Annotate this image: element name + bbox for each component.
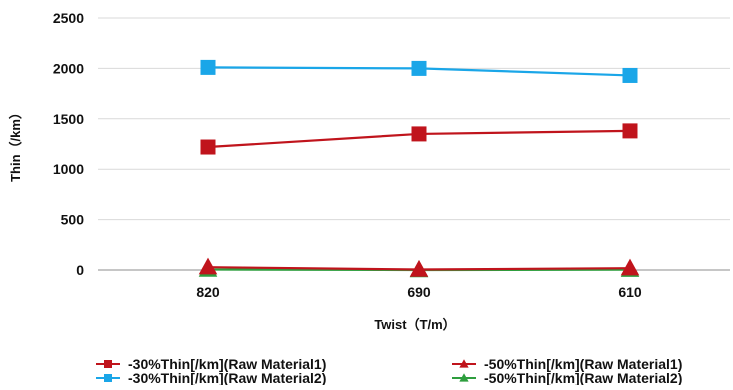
series-2	[198, 257, 640, 277]
legend-swatch-marker	[104, 360, 112, 368]
axes: 0 500 1000 1500 2000 2500 820 690 610	[53, 10, 642, 300]
legend-item: -30%Thin[/km](Raw Material2)	[96, 370, 326, 386]
legend-label: -30%Thin[/km](Raw Material2)	[128, 370, 326, 385]
x-tick-label: 820	[196, 284, 220, 300]
data-point	[198, 257, 218, 275]
legend-swatch-marker	[459, 359, 469, 368]
legend-item: -30%Thin[/km](Raw Material1)	[96, 356, 326, 372]
x-axis-title: Twist（T/m）	[374, 317, 455, 332]
y-tick-label: 2000	[53, 60, 84, 76]
data-point	[620, 258, 640, 276]
y-tick-label: 2500	[53, 10, 84, 26]
data-point	[622, 67, 638, 83]
legend-item: -50%Thin[/km](Raw Material2)	[452, 370, 682, 386]
data-point	[622, 123, 638, 139]
data-point	[411, 126, 427, 142]
legend-label: -30%Thin[/km](Raw Material1)	[128, 356, 326, 372]
series-3	[200, 59, 638, 83]
legend-swatch-marker	[104, 374, 112, 382]
series-group	[198, 59, 640, 278]
data-point	[200, 139, 216, 155]
y-tick-label: 0	[76, 262, 84, 278]
legend-label: -50%Thin[/km](Raw Material1)	[484, 356, 682, 372]
y-tick-label: 1000	[53, 161, 84, 177]
data-point	[409, 259, 429, 277]
x-tick-label: 690	[407, 284, 431, 300]
legend: -30%Thin[/km](Raw Material1) -50%Thin[/km…	[96, 356, 682, 386]
legend-label: -50%Thin[/km](Raw Material2)	[484, 370, 682, 385]
data-point	[200, 59, 216, 75]
x-tick-label: 610	[618, 284, 642, 300]
gridlines	[98, 17, 730, 271]
y-axis-title: Thin（/km）	[8, 106, 23, 182]
y-tick-label: 500	[61, 212, 85, 228]
legend-swatch-marker	[459, 373, 469, 382]
series-1	[200, 123, 638, 155]
legend-item: -50%Thin[/km](Raw Material1)	[452, 356, 682, 372]
data-point	[411, 60, 427, 76]
y-tick-label: 1500	[53, 111, 84, 127]
